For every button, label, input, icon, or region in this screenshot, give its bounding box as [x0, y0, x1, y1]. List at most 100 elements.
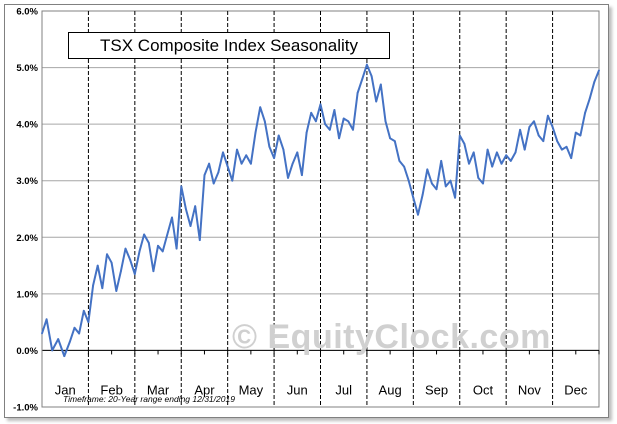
- data-point: [63, 355, 66, 357]
- data-point: [598, 69, 600, 72]
- data-point: [463, 143, 466, 145]
- data-point: [305, 131, 308, 134]
- data-point: [556, 140, 559, 143]
- data-point: [101, 287, 104, 290]
- y-tick-label: 2.0%: [16, 233, 38, 244]
- data-point: [509, 160, 512, 162]
- data-point: [579, 134, 582, 137]
- data-point: [166, 233, 169, 236]
- data-point: [435, 188, 438, 191]
- data-point: [514, 151, 517, 154]
- data-point: [426, 168, 429, 171]
- data-point: [57, 338, 60, 340]
- data-point: [236, 148, 238, 151]
- data-point: [217, 171, 220, 174]
- data-point: [361, 78, 364, 80]
- watermark: © EquityClock.com: [232, 318, 551, 356]
- data-point: [486, 148, 489, 151]
- data-point: [472, 151, 475, 154]
- data-point: [87, 321, 90, 323]
- data-point: [263, 120, 266, 123]
- data-point: [68, 341, 71, 343]
- data-point: [379, 83, 382, 86]
- data-point: [561, 148, 563, 151]
- data-point: [431, 182, 433, 185]
- data-point: [533, 120, 535, 123]
- data-point: [161, 250, 164, 253]
- data-point: [96, 264, 99, 267]
- x-tick-label: Sep: [425, 382, 448, 397]
- data-point: [273, 157, 275, 160]
- x-tick-label: Jan: [55, 382, 76, 397]
- y-tick-label: 0.0%: [16, 346, 38, 357]
- data-point: [496, 151, 498, 154]
- axis-layer: -1.0% 0.0% 1.0% 2.0% 3.0% 4.0% 5.0% 6.0% Jan Feb M…: [13, 7, 600, 414]
- data-point: [403, 165, 405, 168]
- data-point: [551, 126, 554, 128]
- data-point: [398, 160, 401, 162]
- data-point: [291, 162, 294, 165]
- data-point: [208, 162, 211, 165]
- data-point: [124, 247, 127, 250]
- data-point: [407, 179, 410, 182]
- data-point: [78, 332, 80, 335]
- y-tick-label: 3.0%: [16, 176, 38, 187]
- data-point: [259, 106, 262, 109]
- data-point: [231, 179, 234, 182]
- x-tick-label: Jul: [335, 382, 352, 397]
- data-point: [523, 148, 526, 151]
- data-point: [454, 196, 456, 199]
- data-point: [147, 242, 150, 244]
- data-point: [547, 114, 549, 117]
- data-point: [152, 270, 155, 273]
- data-point: [133, 273, 136, 275]
- x-tick-label: Aug: [379, 382, 402, 397]
- data-point: [342, 117, 345, 120]
- x-tick-label: Nov: [518, 382, 542, 397]
- chart-title-box: TSX Composite Index Seasonality: [68, 32, 390, 59]
- data-point: [250, 162, 252, 165]
- data-point: [570, 157, 573, 160]
- data-point: [254, 131, 257, 134]
- data-point: [324, 123, 326, 125]
- data-point: [120, 270, 122, 273]
- y-tick-label: 5.0%: [16, 63, 38, 74]
- data-point: [310, 111, 313, 114]
- data-point: [240, 162, 243, 165]
- data-point: [41, 332, 43, 335]
- x-tick-label: Feb: [100, 382, 122, 397]
- data-point: [222, 151, 224, 154]
- x-tick-label: Dec: [564, 382, 588, 397]
- data-point: [315, 120, 317, 123]
- data-point: [175, 247, 178, 250]
- chart-title: TSX Composite Index Seasonality: [100, 36, 358, 55]
- data-point: [194, 205, 197, 208]
- data-point: [338, 137, 340, 140]
- x-tick-label: Mar: [147, 382, 170, 397]
- series-layer: [41, 63, 600, 358]
- data-point: [421, 194, 424, 196]
- y-tick-label: -1.0%: [13, 403, 38, 414]
- data-point: [180, 185, 183, 188]
- data-point: [491, 165, 494, 168]
- data-point: [468, 162, 470, 165]
- data-point: [449, 179, 452, 182]
- data-point: [287, 177, 289, 179]
- data-point: [574, 131, 577, 134]
- x-tick-label: Jun: [287, 382, 308, 397]
- data-point: [245, 154, 248, 157]
- data-point: [500, 162, 503, 165]
- data-point: [366, 63, 368, 66]
- data-point: [268, 145, 271, 148]
- y-tick-label: 4.0%: [16, 120, 38, 131]
- data-point: [82, 309, 85, 312]
- data-point: [528, 126, 531, 128]
- timeframe-footnote: Timeframe: 20-Year range ending 12/31/20…: [63, 394, 235, 404]
- data-point: [584, 111, 586, 114]
- data-point: [189, 225, 192, 227]
- data-point: [412, 196, 415, 199]
- data-point: [565, 145, 568, 148]
- data-point: [384, 120, 387, 123]
- data-point: [593, 80, 596, 83]
